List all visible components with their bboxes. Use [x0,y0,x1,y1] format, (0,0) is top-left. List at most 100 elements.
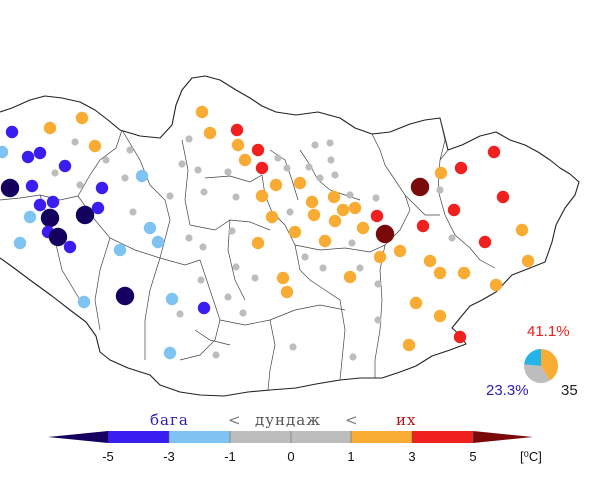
station-marker-slightly-high [433,309,447,323]
pie-slice-high [541,349,558,381]
color-bar-segment-very-low [48,431,108,443]
station-marker-slightly-low [165,292,179,306]
station-marker-slightly-low [143,221,157,235]
station-marker-slightly-high [356,221,370,235]
station-marker-low [46,195,60,209]
station-marker-slightly-high [336,203,350,217]
station-marker-normal [251,274,259,282]
tick-label-neg3: -3 [163,449,175,464]
station-marker-normal [199,243,207,251]
station-marker-normal [232,193,240,201]
tick-label-1: 1 [347,449,354,464]
tick-label-neg5: -5 [102,449,114,464]
station-marker-low [58,159,72,173]
station-marker-low [21,150,35,164]
station-marker-slightly-high [343,270,357,284]
station-marker-high [454,161,468,175]
station-marker-low [197,301,211,315]
color-bar-segment-low [108,431,169,443]
station-marker-normal [71,138,79,146]
station-marker-slightly-high [269,178,283,192]
station-marker-normal [301,253,309,261]
station-marker-slightly-high [238,153,252,167]
color-bar [48,431,533,443]
station-marker-normal [121,174,129,182]
station-marker-normal [286,208,294,216]
station-marker-slightly-high [305,195,319,209]
station-marker-slightly-high [423,254,437,268]
station-marker-slightly-high [276,271,290,285]
station-marker-slightly-high [318,234,332,248]
station-marker-very-high [410,177,430,197]
station-marker-high [416,219,430,233]
station-marker-slightly-high [434,166,448,180]
category-low-label: бага [150,411,189,429]
category-separator-2: < [345,411,359,429]
color-bar-segment-normal-neg [230,431,291,443]
station-marker-normal [126,146,134,154]
tick-label-0: 0 [287,449,294,464]
station-marker-slightly-high [75,111,89,125]
station-marker-normal [224,168,232,176]
station-marker-slightly-high [373,250,387,264]
station-marker-slightly-low [135,169,149,183]
station-marker-normal [372,194,380,202]
station-marker-normal [348,239,356,247]
station-marker-high [478,235,492,249]
station-marker-slightly-high [288,225,302,239]
station-marker-slightly-low [77,295,91,309]
station-marker-slightly-low [151,235,165,249]
station-marker-slightly-low [23,210,37,224]
pie-normal-percent: 35 [561,382,578,399]
station-marker-very-low [40,208,60,228]
station-marker-slightly-high [203,126,217,140]
station-marker-slightly-high [327,190,341,204]
station-marker-high [496,190,510,204]
station-marker-slightly-high [265,210,279,224]
station-marker-slightly-high [409,296,423,310]
station-marker-normal [316,174,324,182]
station-marker-normal [194,166,202,174]
color-bar-segment-normal-pos [291,431,351,443]
station-marker-normal [289,343,297,351]
station-marker-normal [102,156,110,164]
station-marker-normal [326,139,334,147]
station-marker-high [370,209,384,223]
station-marker-normal [224,293,232,301]
tick-label-5: 5 [469,449,476,464]
station-marker-normal [374,280,382,288]
pie-high-percent: 41.1% [527,323,570,340]
station-marker-normal [178,160,186,168]
pie-slice-normal [524,364,551,383]
station-marker-normal [228,227,236,235]
category-pie-chart [524,349,558,383]
station-marker-high [251,143,265,157]
pie-slice-low [524,349,541,366]
country-outline [0,75,580,397]
station-marker-normal [232,263,240,271]
station-marker-high [487,145,501,159]
station-marker-high [255,161,269,175]
station-marker-normal [356,264,364,272]
station-marker-slightly-high [521,254,535,268]
category-normal-label: дундаж [255,411,321,429]
station-markers [0,105,535,361]
station-marker-normal [51,169,59,177]
station-marker-slightly-high [280,285,294,299]
station-marker-slightly-high [293,176,307,190]
station-marker-low [91,201,105,215]
tick-label-neg1: -1 [224,449,236,464]
station-marker-normal [76,181,84,189]
color-bar-segment-slightly-low [169,431,230,443]
station-marker-low [95,181,109,195]
station-marker-high [447,203,461,217]
station-marker-normal [185,234,193,242]
station-marker-very-low [0,178,20,198]
station-marker-slightly-high [195,105,209,119]
color-bar-segment-slightly-high [351,431,412,443]
station-marker-normal [448,234,456,242]
station-marker-normal [212,351,220,359]
station-marker-normal [200,188,208,196]
station-marker-slightly-high [402,338,416,352]
station-marker-normal [319,264,327,272]
